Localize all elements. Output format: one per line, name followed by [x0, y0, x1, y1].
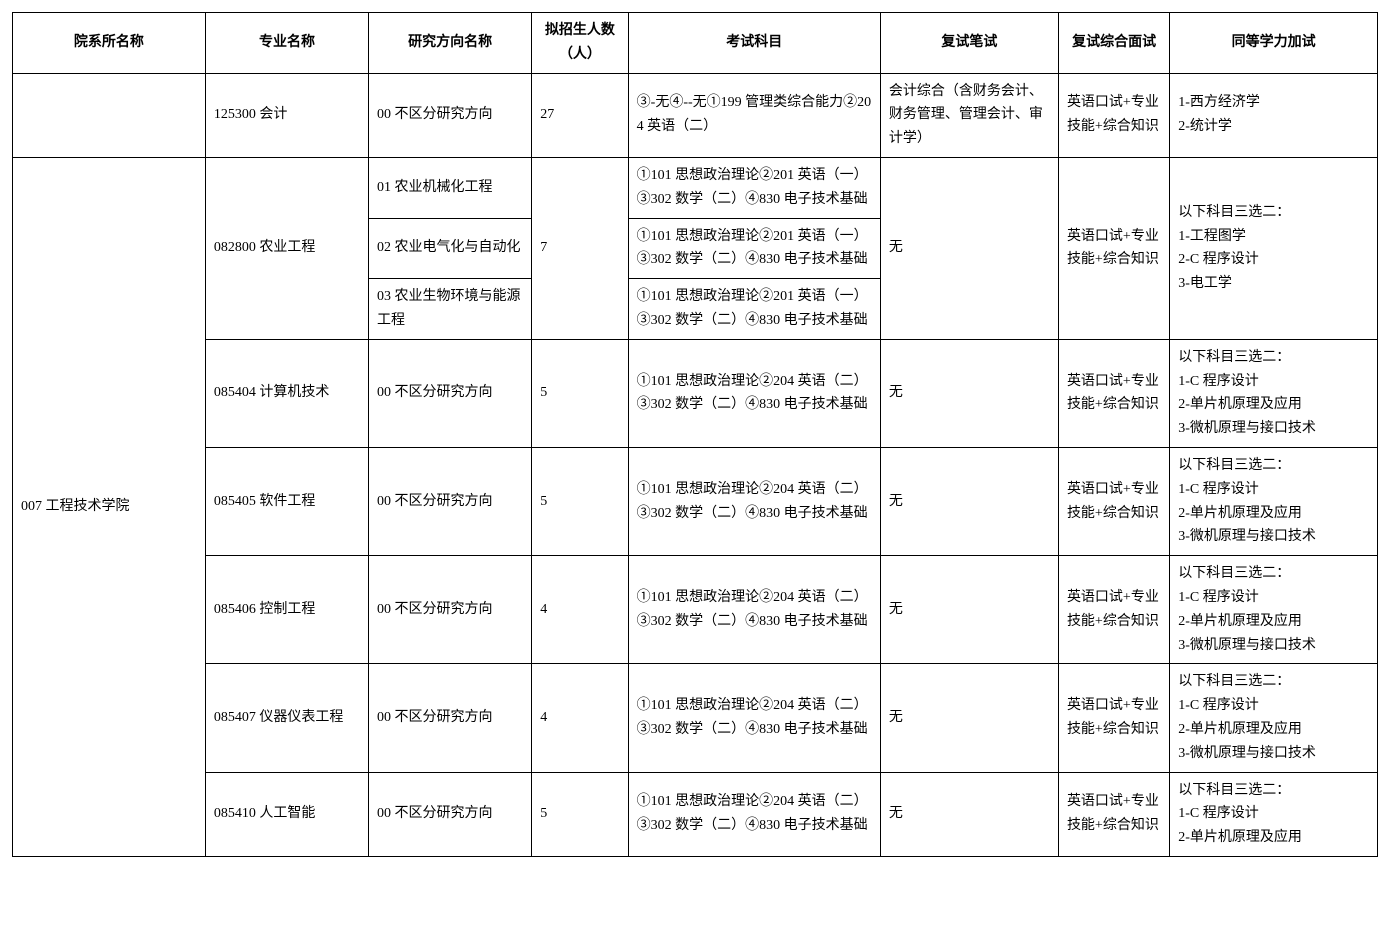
cell-written: 无	[880, 664, 1058, 772]
cell-dept: 007 工程技术学院	[13, 157, 206, 856]
cell-written: 会计综合（含财务会计、财务管理、管理会计、审计学）	[880, 73, 1058, 157]
cell-extra: 以下科目三选二： 1-C 程序设计 2-单片机原理及应用 3-微机原理与接口技术	[1170, 664, 1378, 772]
cell-direction: 00 不区分研究方向	[369, 556, 532, 664]
table-row: 085404 计算机技术 00 不区分研究方向 5 ①101 思想政治理论②20…	[13, 339, 1378, 447]
cell-major: 082800 农业工程	[205, 157, 368, 339]
cell-exam: ①101 思想政治理论②204 英语（二）③302 数学（二）④830 电子技术…	[628, 556, 880, 664]
header-dept: 院系所名称	[13, 13, 206, 74]
cell-extra: 以下科目三选二： 1-C 程序设计 2-单片机原理及应用	[1170, 772, 1378, 856]
cell-extra: 以下科目三选二： 1-C 程序设计 2-单片机原理及应用 3-微机原理与接口技术	[1170, 447, 1378, 555]
table-row: 007 工程技术学院 082800 农业工程 01 农业机械化工程 7 ①101…	[13, 157, 1378, 218]
cell-dept-empty	[13, 73, 206, 157]
cell-direction: 00 不区分研究方向	[369, 447, 532, 555]
header-extra: 同等学力加试	[1170, 13, 1378, 74]
cell-quota: 5	[532, 447, 628, 555]
header-interview: 复试综合面试	[1058, 13, 1169, 74]
cell-exam: ①101 思想政治理论②204 英语（二）③302 数学（二）④830 电子技术…	[628, 772, 880, 856]
cell-interview: 英语口试+专业技能+综合知识	[1058, 447, 1169, 555]
cell-extra: 1-西方经济学 2-统计学	[1170, 73, 1378, 157]
header-major: 专业名称	[205, 13, 368, 74]
header-row: 院系所名称 专业名称 研究方向名称 拟招生人数（人） 考试科目 复试笔试 复试综…	[13, 13, 1378, 74]
cell-quota: 27	[532, 73, 628, 157]
cell-exam: ①101 思想政治理论②201 英语（一）③302 数学（二）④830 电子技术…	[628, 157, 880, 218]
header-quota: 拟招生人数（人）	[532, 13, 628, 74]
cell-written: 无	[880, 339, 1058, 447]
cell-major: 085405 软件工程	[205, 447, 368, 555]
header-direction: 研究方向名称	[369, 13, 532, 74]
cell-exam: ①101 思想政治理论②201 英语（一）③302 数学（二）④830 电子技术…	[628, 218, 880, 279]
cell-direction: 00 不区分研究方向	[369, 664, 532, 772]
cell-written: 无	[880, 556, 1058, 664]
cell-written: 无	[880, 447, 1058, 555]
cell-interview: 英语口试+专业技能+综合知识	[1058, 157, 1169, 339]
admissions-table: 院系所名称 专业名称 研究方向名称 拟招生人数（人） 考试科目 复试笔试 复试综…	[12, 12, 1378, 857]
cell-quota: 4	[532, 556, 628, 664]
cell-extra: 以下科目三选二： 1-C 程序设计 2-单片机原理及应用 3-微机原理与接口技术	[1170, 339, 1378, 447]
cell-quota: 7	[532, 157, 628, 339]
table-row: 085410 人工智能 00 不区分研究方向 5 ①101 思想政治理论②204…	[13, 772, 1378, 856]
cell-major: 085410 人工智能	[205, 772, 368, 856]
table-row: 125300 会计 00 不区分研究方向 27 ③-无④--无①199 管理类综…	[13, 73, 1378, 157]
cell-written: 无	[880, 772, 1058, 856]
cell-interview: 英语口试+专业技能+综合知识	[1058, 772, 1169, 856]
cell-exam: ③-无④--无①199 管理类综合能力②204 英语（二）	[628, 73, 880, 157]
cell-extra: 以下科目三选二： 1-C 程序设计 2-单片机原理及应用 3-微机原理与接口技术	[1170, 556, 1378, 664]
cell-direction: 00 不区分研究方向	[369, 73, 532, 157]
cell-extra: 以下科目三选二： 1-工程图学 2-C 程序设计 3-电工学	[1170, 157, 1378, 339]
cell-interview: 英语口试+专业技能+综合知识	[1058, 664, 1169, 772]
table-row: 085406 控制工程 00 不区分研究方向 4 ①101 思想政治理论②204…	[13, 556, 1378, 664]
cell-major: 085407 仪器仪表工程	[205, 664, 368, 772]
cell-quota: 5	[532, 772, 628, 856]
cell-written: 无	[880, 157, 1058, 339]
header-exam: 考试科目	[628, 13, 880, 74]
cell-direction: 01 农业机械化工程	[369, 157, 532, 218]
table-row: 085405 软件工程 00 不区分研究方向 5 ①101 思想政治理论②204…	[13, 447, 1378, 555]
table-row: 085407 仪器仪表工程 00 不区分研究方向 4 ①101 思想政治理论②2…	[13, 664, 1378, 772]
cell-interview: 英语口试+专业技能+综合知识	[1058, 556, 1169, 664]
cell-major: 085406 控制工程	[205, 556, 368, 664]
header-written: 复试笔试	[880, 13, 1058, 74]
cell-direction: 03 农业生物环境与能源工程	[369, 279, 532, 340]
cell-quota: 5	[532, 339, 628, 447]
cell-exam: ①101 思想政治理论②204 英语（二）③302 数学（二）④830 电子技术…	[628, 447, 880, 555]
cell-direction: 00 不区分研究方向	[369, 339, 532, 447]
cell-exam: ①101 思想政治理论②201 英语（一）③302 数学（二）④830 电子技术…	[628, 279, 880, 340]
cell-interview: 英语口试+专业技能+综合知识	[1058, 339, 1169, 447]
cell-direction: 00 不区分研究方向	[369, 772, 532, 856]
cell-major: 125300 会计	[205, 73, 368, 157]
cell-exam: ①101 思想政治理论②204 英语（二）③302 数学（二）④830 电子技术…	[628, 664, 880, 772]
cell-interview: 英语口试+专业技能+综合知识	[1058, 73, 1169, 157]
cell-major: 085404 计算机技术	[205, 339, 368, 447]
cell-quota: 4	[532, 664, 628, 772]
cell-exam: ①101 思想政治理论②204 英语（二）③302 数学（二）④830 电子技术…	[628, 339, 880, 447]
cell-direction: 02 农业电气化与自动化	[369, 218, 532, 279]
